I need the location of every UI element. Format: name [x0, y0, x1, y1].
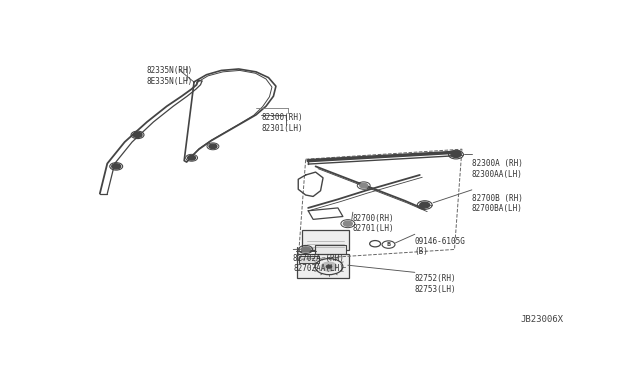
Text: 82752(RH)
82753(LH): 82752(RH) 82753(LH) — [415, 274, 456, 294]
Circle shape — [188, 155, 196, 160]
Circle shape — [209, 144, 217, 149]
Circle shape — [112, 164, 121, 169]
Text: B: B — [387, 242, 390, 247]
Text: 82335N(RH)
8E335N(LH): 82335N(RH) 8E335N(LH) — [147, 66, 193, 86]
FancyBboxPatch shape — [299, 256, 319, 263]
FancyBboxPatch shape — [315, 244, 346, 260]
Circle shape — [133, 132, 142, 137]
Circle shape — [344, 221, 352, 226]
Circle shape — [321, 262, 337, 271]
Circle shape — [451, 152, 461, 157]
Text: 82700(RH)
82701(LH): 82700(RH) 82701(LH) — [353, 214, 394, 233]
FancyBboxPatch shape — [297, 254, 349, 278]
Circle shape — [360, 183, 368, 188]
Text: JB23006X: JB23006X — [520, 315, 564, 324]
Circle shape — [301, 247, 310, 252]
Text: 82300A (RH)
82300AA(LH): 82300A (RH) 82300AA(LH) — [472, 159, 523, 179]
Text: 82702A (RH)
82702AA(LH): 82702A (RH) 82702AA(LH) — [293, 254, 344, 273]
Text: 09146-6105G
(B): 09146-6105G (B) — [415, 237, 466, 256]
Text: 82700B (RH)
82700BA(LH): 82700B (RH) 82700BA(LH) — [472, 193, 523, 213]
FancyBboxPatch shape — [301, 230, 349, 250]
Circle shape — [326, 265, 332, 268]
Circle shape — [420, 202, 429, 208]
Text: 82300(RH)
82301(LH): 82300(RH) 82301(LH) — [261, 113, 303, 133]
